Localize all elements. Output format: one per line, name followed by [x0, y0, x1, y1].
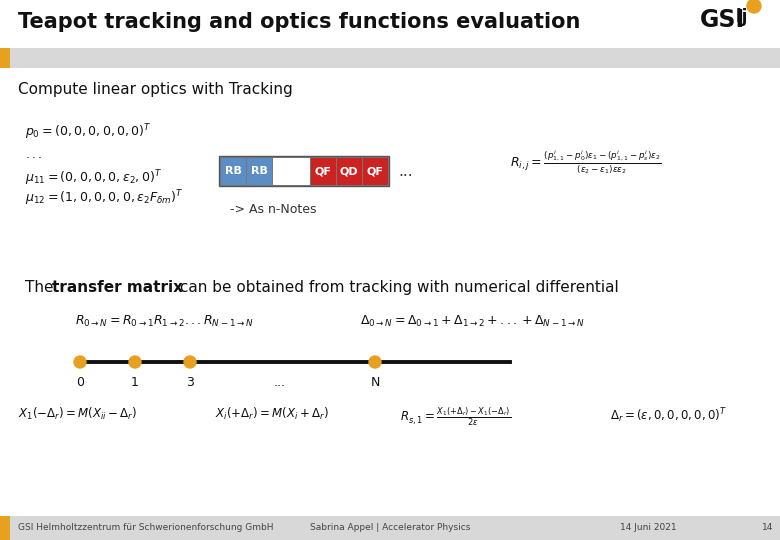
- Bar: [246, 157, 272, 185]
- Text: Teapot tracking and optics functions evaluation: Teapot tracking and optics functions eva…: [18, 12, 580, 32]
- Bar: [362, 157, 388, 185]
- Bar: [220, 157, 246, 185]
- Text: QF: QF: [367, 166, 384, 176]
- Text: RB: RB: [250, 166, 268, 176]
- Text: GSI Helmholtzzentrum für Schwerionenforschung GmbH: GSI Helmholtzzentrum für Schwerionenfors…: [18, 523, 274, 532]
- Text: can be obtained from tracking with numerical differential: can be obtained from tracking with numer…: [175, 280, 619, 295]
- Text: 0: 0: [76, 376, 84, 389]
- Text: $X_i(+\Delta_r) = M(X_i + \Delta_r)$: $X_i(+\Delta_r) = M(X_i + \Delta_r)$: [215, 406, 329, 422]
- Text: 14: 14: [762, 523, 774, 532]
- Text: $R_{s,1} = \frac{X_1(+\Delta_r) - X_1(-\Delta_r)}{2\epsilon}$: $R_{s,1} = \frac{X_1(+\Delta_r) - X_1(-\…: [400, 406, 511, 428]
- Text: Sabrina Appel | Accelerator Physics: Sabrina Appel | Accelerator Physics: [310, 523, 470, 532]
- Bar: [0, 516, 10, 540]
- Text: QF: QF: [314, 166, 332, 176]
- Text: $\Delta_r = (\epsilon,0,0,0,0,0)^T$: $\Delta_r = (\epsilon,0,0,0,0,0)^T$: [610, 406, 727, 424]
- Text: The: The: [25, 280, 58, 295]
- Bar: [272, 157, 310, 185]
- Circle shape: [747, 0, 761, 13]
- Bar: [0, 48, 10, 68]
- Circle shape: [369, 356, 381, 368]
- Text: -> As n-Notes: -> As n-Notes: [230, 203, 317, 216]
- Bar: [336, 157, 362, 185]
- Circle shape: [184, 356, 196, 368]
- Text: 3: 3: [186, 376, 194, 389]
- Bar: [0, 516, 780, 540]
- Text: ...: ...: [398, 164, 413, 179]
- Text: transfer matrix: transfer matrix: [52, 280, 183, 295]
- Bar: [219, 156, 389, 186]
- Text: QD: QD: [339, 166, 358, 176]
- Text: RB: RB: [225, 166, 242, 176]
- Text: $...$: $...$: [25, 148, 42, 161]
- Text: $R_{0\to N} = R_{0\to 1}R_{1\to 2}...R_{N-1\to N}$: $R_{0\to N} = R_{0\to 1}R_{1\to 2}...R_{…: [75, 314, 254, 329]
- Circle shape: [129, 356, 141, 368]
- Text: 14 Juni 2021: 14 Juni 2021: [620, 523, 676, 532]
- Text: $X_1(-\Delta_r) = M(X_{ii} - \Delta_r)$: $X_1(-\Delta_r) = M(X_{ii} - \Delta_r)$: [18, 406, 137, 422]
- Text: GSI: GSI: [700, 8, 745, 32]
- Bar: [310, 157, 336, 185]
- Text: $\Delta_{0\to N} = \Delta_{0\to 1} + \Delta_{1\to 2} + ... + \Delta_{N-1\to N}$: $\Delta_{0\to N} = \Delta_{0\to 1} + \De…: [360, 314, 585, 329]
- Text: $\mu_{12} = (1,0,0,0,0,\epsilon_2 F_{\delta m})^T$: $\mu_{12} = (1,0,0,0,0,\epsilon_2 F_{\de…: [25, 188, 183, 207]
- Text: ...: ...: [274, 376, 286, 389]
- Text: 1: 1: [131, 376, 139, 389]
- Text: Compute linear optics with Tracking: Compute linear optics with Tracking: [18, 82, 292, 97]
- Text: ǉ: ǉ: [736, 8, 747, 26]
- Text: $p_0 = (0,0,0,0,0,0)^T$: $p_0 = (0,0,0,0,0,0)^T$: [25, 122, 152, 141]
- Bar: [0, 48, 780, 68]
- Text: $R_{i,j} = \frac{(p^i_{1,1} - p^i_0)\epsilon_1 - (p^i_{1,1} - p^i_s)\epsilon_2}{: $R_{i,j} = \frac{(p^i_{1,1} - p^i_0)\eps…: [510, 148, 661, 176]
- Circle shape: [74, 356, 86, 368]
- Text: N: N: [370, 376, 380, 389]
- Text: $\mu_{11} = (0,0,0,0,\epsilon_2,0)^T$: $\mu_{11} = (0,0,0,0,\epsilon_2,0)^T$: [25, 168, 162, 187]
